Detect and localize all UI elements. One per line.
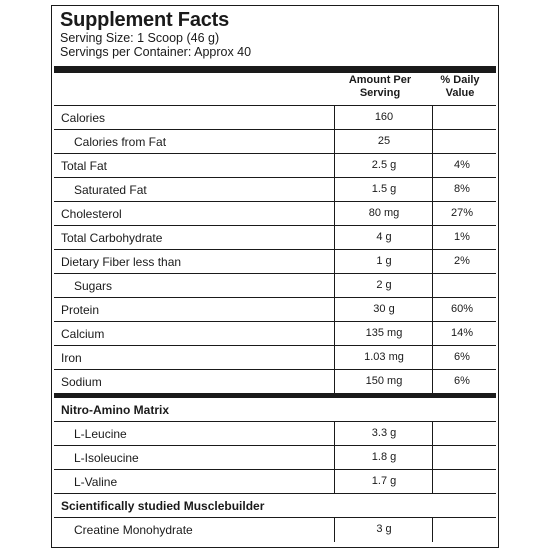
section-title: Scientifically studied Musclebuilder: [61, 499, 265, 513]
nutrient-name: Protein: [61, 303, 100, 317]
nutrient-dv: 6%: [454, 351, 470, 363]
nutrient-amount: 80 mg: [368, 207, 400, 219]
column-header-daily-value: % Daily Value: [440, 74, 480, 99]
table-row: Sugars 2 g: [54, 274, 496, 298]
table-row: Iron 1.03 mg 6%: [54, 346, 496, 370]
nutrient-name: Dietary Fiber less than: [61, 255, 182, 269]
ingredient-name: L-Isoleucine: [74, 451, 139, 465]
section-header: Nitro-Amino Matrix: [54, 398, 496, 422]
ingredient-amount: 1.8 g: [371, 451, 397, 463]
nutrient-amount: 160: [374, 111, 394, 123]
nutrient-amount: 2.5 g: [371, 159, 397, 171]
nutrient-amount: 30 g: [373, 303, 395, 315]
ingredient-amount: 1.7 g: [371, 475, 397, 487]
section-title: Nitro-Amino Matrix: [61, 403, 169, 417]
ingredient-amount: 3.3 g: [371, 427, 397, 439]
nutrient-name: Calcium: [61, 327, 105, 341]
table-row: L-Valine 1.7 g: [54, 470, 496, 494]
table-row: Dietary Fiber less than 1 g 2%: [54, 250, 496, 274]
table-row: Calories 160: [54, 106, 496, 130]
table-row: L-Isoleucine 1.8 g: [54, 446, 496, 470]
nutrient-name: Total Fat: [61, 159, 108, 173]
table-row: Saturated Fat 1.5 g 8%: [54, 178, 496, 202]
section-header: Scientifically studied Musclebuilder: [54, 494, 496, 518]
nutrient-dv: 14%: [450, 327, 474, 339]
table-row: Sodium 150 mg 6%: [54, 370, 496, 394]
nutrient-name: Calories: [61, 111, 106, 125]
nutrient-name: Cholesterol: [61, 207, 122, 221]
nutrient-name: Saturated Fat: [74, 183, 147, 197]
nutrient-name: Sugars: [74, 279, 113, 293]
nutrient-amount: 135 mg: [365, 327, 403, 339]
nutrient-dv: 1%: [454, 231, 470, 243]
table-row: Calories from Fat 25: [54, 130, 496, 154]
ingredient-name: L-Valine: [74, 475, 118, 489]
table-row: Total Fat 2.5 g 4%: [54, 154, 496, 178]
table-row: Calcium 135 mg 14%: [54, 322, 496, 346]
serving-size: Serving Size: 1 Scoop (46 g): [60, 31, 220, 45]
nutrient-amount: 4 g: [376, 231, 392, 243]
nutrient-amount: 2 g: [376, 279, 392, 291]
table-row: Protein 30 g 60%: [54, 298, 496, 322]
nutrient-amount: 25: [377, 135, 391, 147]
table-row: Cholesterol 80 mg 27%: [54, 202, 496, 226]
nutrient-amount: 1.5 g: [371, 183, 397, 195]
servings-per-container: Servings per Container: Approx 40: [60, 44, 252, 59]
supplement-facts-panel: Supplement Facts Serving Size: 1 Scoop (…: [51, 5, 499, 548]
nutrient-dv: 8%: [454, 183, 470, 195]
nutrient-dv: 2%: [454, 255, 470, 267]
nutrient-name: Calories from Fat: [74, 135, 167, 149]
panel-title: Supplement Facts: [60, 9, 230, 31]
table-row: Creatine Monohydrate 3 g: [54, 518, 496, 542]
nutrient-amount: 1.03 mg: [364, 351, 404, 363]
section-divider: [54, 393, 496, 398]
ingredient-amount: 3 g: [376, 523, 392, 535]
nutrient-name: Sodium: [61, 375, 102, 389]
nutrient-name: Total Carbohydrate: [61, 231, 163, 245]
top-thick-rule: [54, 66, 496, 73]
table-row: Total Carbohydrate 4 g 1%: [54, 226, 496, 250]
nutrient-dv: 60%: [450, 303, 474, 315]
ingredient-name: Creatine Monohydrate: [74, 523, 193, 537]
table-row: L-Leucine 3.3 g: [54, 422, 496, 446]
column-header-amount: Amount Per Serving: [348, 74, 412, 99]
nutrient-dv: 6%: [454, 375, 470, 387]
header-rule: [54, 105, 496, 106]
nutrient-name: Iron: [61, 351, 82, 365]
nutrient-amount: 150 mg: [365, 375, 403, 387]
ingredient-name: L-Leucine: [74, 427, 127, 441]
nutrient-dv: 27%: [450, 207, 474, 219]
nutrient-amount: 1 g: [376, 255, 392, 267]
nutrient-dv: 4%: [454, 159, 470, 171]
